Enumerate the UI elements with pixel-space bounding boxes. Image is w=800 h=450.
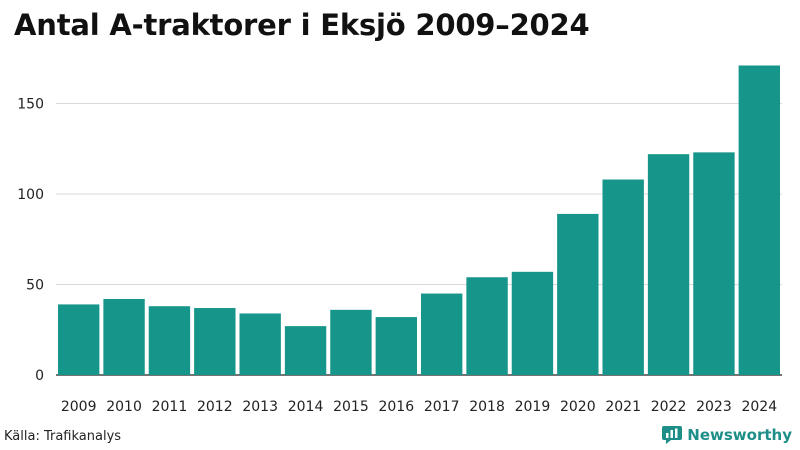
bar-2014 <box>284 326 327 375</box>
x-tick-label: 2012 <box>197 399 233 415</box>
x-tick-label: 2018 <box>469 399 505 415</box>
bar-2016 <box>375 317 417 375</box>
x-tick-label: 2022 <box>651 399 687 415</box>
x-tick-label: 2016 <box>378 399 414 415</box>
x-axis-ticks: 2009 2010 2011 2012 2013 2014 2015 2016 2017 2018… <box>61 399 777 415</box>
x-tick-label: 2020 <box>560 399 596 415</box>
bar-2009 <box>58 304 100 375</box>
x-tick-label: 2013 <box>242 399 278 415</box>
bars <box>58 65 780 376</box>
chart-title: Antal A-traktorer i Eksjö 2009–2024 <box>14 8 590 42</box>
bar-2019 <box>511 271 554 375</box>
bar-2017 <box>421 293 463 375</box>
bar-2012 <box>194 308 236 375</box>
brand-logo: Newsworthy <box>662 426 792 444</box>
y-tick-label: 100 <box>17 187 44 203</box>
bar-2010 <box>103 298 145 375</box>
bar-2015 <box>330 309 372 375</box>
newsworthy-logo-icon <box>662 426 683 444</box>
bar-2024 <box>738 65 780 376</box>
bar-2018 <box>466 277 508 375</box>
x-tick-label: 2024 <box>741 399 777 415</box>
x-tick-label: 2019 <box>515 399 551 415</box>
x-tick-label: 2011 <box>152 399 188 415</box>
bar-2021 <box>602 179 644 375</box>
brand-name: Newsworthy <box>687 426 792 444</box>
x-tick-label: 2010 <box>106 399 142 415</box>
bar-2011 <box>148 306 191 375</box>
bar-2023 <box>693 152 735 375</box>
x-tick-label: 2009 <box>61 399 97 415</box>
y-tick-label: 150 <box>17 97 44 113</box>
x-tick-label: 2015 <box>333 399 369 415</box>
bar-2020 <box>557 213 599 375</box>
x-tick-label: 2017 <box>424 399 460 415</box>
bar-2022 <box>647 154 690 375</box>
bar-2013 <box>239 313 281 375</box>
y-tick-label: 0 <box>35 368 44 384</box>
y-tick-label: 50 <box>26 278 44 294</box>
source-note: Källa: Trafikanalys <box>4 429 122 444</box>
x-tick-label: 2014 <box>288 399 324 415</box>
y-axis-ticks: 0 50 100 150 <box>17 97 44 385</box>
x-tick-label: 2021 <box>605 399 641 415</box>
x-tick-label: 2023 <box>696 399 732 415</box>
